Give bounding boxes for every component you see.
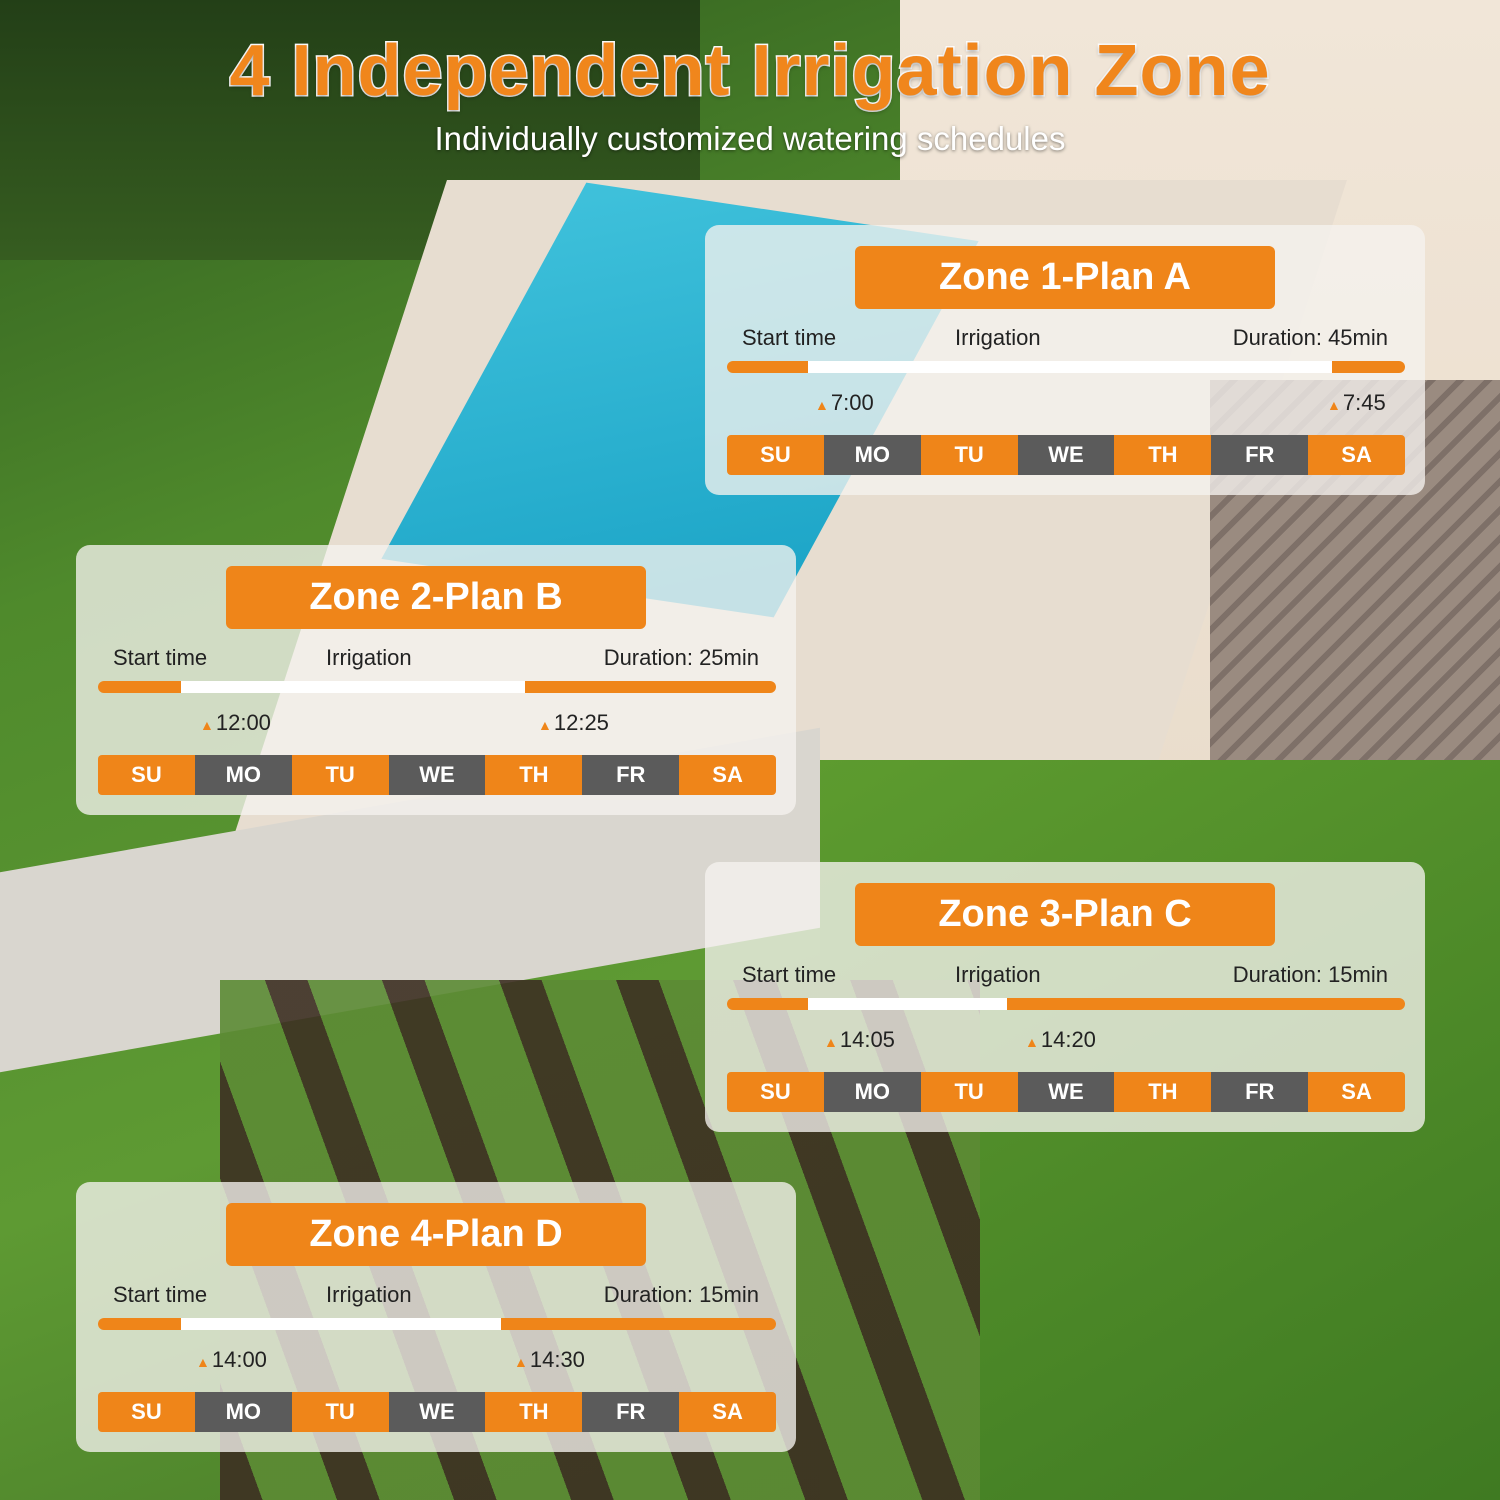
day-su[interactable]: SU xyxy=(98,755,195,795)
day-su[interactable]: SU xyxy=(727,435,824,475)
start-time-label: Start time xyxy=(742,325,837,350)
day-we[interactable]: WE xyxy=(1017,435,1115,475)
start-time: ▲14:05 xyxy=(824,1027,895,1052)
weekday-selector: SU MO TU WE TH FR SA xyxy=(98,1392,776,1432)
triangle-marker-icon: ▲ xyxy=(815,397,829,413)
day-th[interactable]: TH xyxy=(485,755,583,795)
duration-label: Duration: 15min xyxy=(1232,962,1388,987)
day-sa[interactable]: SA xyxy=(679,755,776,795)
day-tu[interactable]: TU xyxy=(291,755,389,795)
day-fr[interactable]: FR xyxy=(582,755,680,795)
zone-title: Zone 3-Plan C xyxy=(855,883,1275,946)
triangle-marker-icon: ▲ xyxy=(538,717,552,733)
day-sa[interactable]: SA xyxy=(679,1392,776,1432)
irrigation-label: Irrigation xyxy=(955,325,1041,350)
day-mo[interactable]: MO xyxy=(194,755,292,795)
day-th[interactable]: TH xyxy=(1114,1072,1212,1112)
irrigation-segment xyxy=(808,998,1007,1010)
day-we[interactable]: WE xyxy=(1017,1072,1115,1112)
irrigation-segment xyxy=(181,681,525,693)
timeline-bar xyxy=(727,998,1405,1010)
page-subtitle: Individually customized watering schedul… xyxy=(434,120,1066,157)
end-time: ▲12:25 xyxy=(538,710,609,735)
day-th[interactable]: TH xyxy=(485,1392,583,1432)
zone-2-card: Zone 2-Plan B Start time Irrigation Dura… xyxy=(76,545,796,815)
irrigation-label: Irrigation xyxy=(955,962,1041,987)
zone-4-card: Zone 4-Plan D Start time Irrigation Dura… xyxy=(76,1182,796,1452)
triangle-marker-icon: ▲ xyxy=(1327,397,1341,413)
start-time: ▲7:00 xyxy=(815,390,874,415)
duration-label: Duration: 25min xyxy=(603,645,759,670)
zone-title: Zone 4-Plan D xyxy=(226,1203,646,1266)
day-fr[interactable]: FR xyxy=(1211,435,1309,475)
start-time: ▲12:00 xyxy=(200,710,271,735)
timeline-bar xyxy=(98,1318,776,1330)
duration-label: Duration: 45min xyxy=(1232,325,1388,350)
day-tu[interactable]: TU xyxy=(920,1072,1018,1112)
start-time-label: Start time xyxy=(742,962,837,987)
day-th[interactable]: TH xyxy=(1114,435,1212,475)
weekday-selector: SU MO TU WE TH FR SA xyxy=(727,1072,1405,1112)
zone-1-card: Zone 1-Plan A Start time Irrigation Dura… xyxy=(705,225,1425,495)
timeline-bar xyxy=(727,361,1405,373)
triangle-marker-icon: ▲ xyxy=(824,1034,838,1050)
triangle-marker-icon: ▲ xyxy=(1025,1034,1039,1050)
zone-title: Zone 2-Plan B xyxy=(226,566,646,629)
day-we[interactable]: WE xyxy=(388,755,486,795)
irrigation-segment xyxy=(181,1318,501,1330)
day-mo[interactable]: MO xyxy=(823,435,921,475)
zone-title: Zone 1-Plan A xyxy=(855,246,1275,309)
irrigation-label: Irrigation xyxy=(326,645,412,670)
triangle-marker-icon: ▲ xyxy=(514,1354,528,1370)
triangle-marker-icon: ▲ xyxy=(196,1354,210,1370)
weekday-selector: SU MO TU WE TH FR SA xyxy=(98,755,776,795)
duration-label: Duration: 15min xyxy=(603,1282,759,1307)
day-su[interactable]: SU xyxy=(98,1392,195,1432)
irrigation-segment xyxy=(808,361,1332,373)
day-fr[interactable]: FR xyxy=(1211,1072,1309,1112)
day-tu[interactable]: TU xyxy=(920,435,1018,475)
irrigation-label: Irrigation xyxy=(326,1282,412,1307)
day-su[interactable]: SU xyxy=(727,1072,824,1112)
start-time: ▲14:00 xyxy=(196,1347,267,1372)
end-time: ▲14:30 xyxy=(514,1347,585,1372)
page-title: 4 Independent Irrigation Zone xyxy=(228,30,1271,113)
day-mo[interactable]: MO xyxy=(194,1392,292,1432)
weekday-selector: SU MO TU WE TH FR SA xyxy=(727,435,1405,475)
end-time: ▲7:45 xyxy=(1327,390,1386,415)
day-tu[interactable]: TU xyxy=(291,1392,389,1432)
day-sa[interactable]: SA xyxy=(1308,435,1405,475)
day-fr[interactable]: FR xyxy=(582,1392,680,1432)
day-mo[interactable]: MO xyxy=(823,1072,921,1112)
zone-3-card: Zone 3-Plan C Start time Irrigation Dura… xyxy=(705,862,1425,1132)
triangle-marker-icon: ▲ xyxy=(200,717,214,733)
end-time: ▲14:20 xyxy=(1025,1027,1096,1052)
day-sa[interactable]: SA xyxy=(1308,1072,1405,1112)
start-time-label: Start time xyxy=(113,1282,208,1307)
timeline-bar xyxy=(98,681,776,693)
start-time-label: Start time xyxy=(113,645,208,670)
day-we[interactable]: WE xyxy=(388,1392,486,1432)
